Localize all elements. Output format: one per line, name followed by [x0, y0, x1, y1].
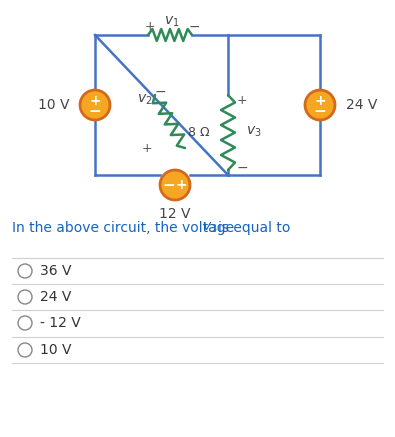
Text: +: + — [175, 178, 187, 192]
Text: −: − — [163, 177, 175, 193]
Text: 24 V: 24 V — [40, 290, 71, 304]
Text: +: + — [314, 94, 326, 108]
Text: −: − — [236, 161, 248, 175]
Circle shape — [18, 316, 32, 330]
Text: +: + — [141, 142, 152, 155]
Text: 12 V: 12 V — [159, 207, 191, 221]
Circle shape — [18, 343, 32, 357]
Text: −: − — [88, 104, 102, 118]
Text: $v_1$: $v_1$ — [164, 15, 180, 29]
Text: $v_3$: $v_3$ — [246, 125, 261, 139]
Text: −: − — [188, 20, 200, 34]
Text: 10 V: 10 V — [40, 343, 71, 357]
Text: 24 V: 24 V — [346, 98, 377, 112]
Circle shape — [18, 290, 32, 304]
Text: - 12 V: - 12 V — [40, 316, 81, 330]
Text: 8 Ω: 8 Ω — [188, 125, 210, 139]
Circle shape — [305, 90, 335, 120]
Text: $v_2$: $v_2$ — [137, 93, 152, 107]
Text: +: + — [145, 21, 155, 34]
Text: 36 V: 36 V — [40, 264, 71, 278]
Text: +: + — [237, 94, 247, 107]
Circle shape — [80, 90, 110, 120]
Text: −: − — [314, 104, 326, 118]
Text: 10 V: 10 V — [38, 98, 69, 112]
Text: is equal to: is equal to — [218, 221, 291, 235]
Circle shape — [18, 264, 32, 278]
Circle shape — [160, 170, 190, 200]
Text: $v_3$: $v_3$ — [202, 221, 218, 235]
Text: +: + — [89, 94, 101, 108]
Text: −: − — [154, 85, 166, 99]
Text: In the above circuit, the voltage: In the above circuit, the voltage — [12, 221, 239, 235]
